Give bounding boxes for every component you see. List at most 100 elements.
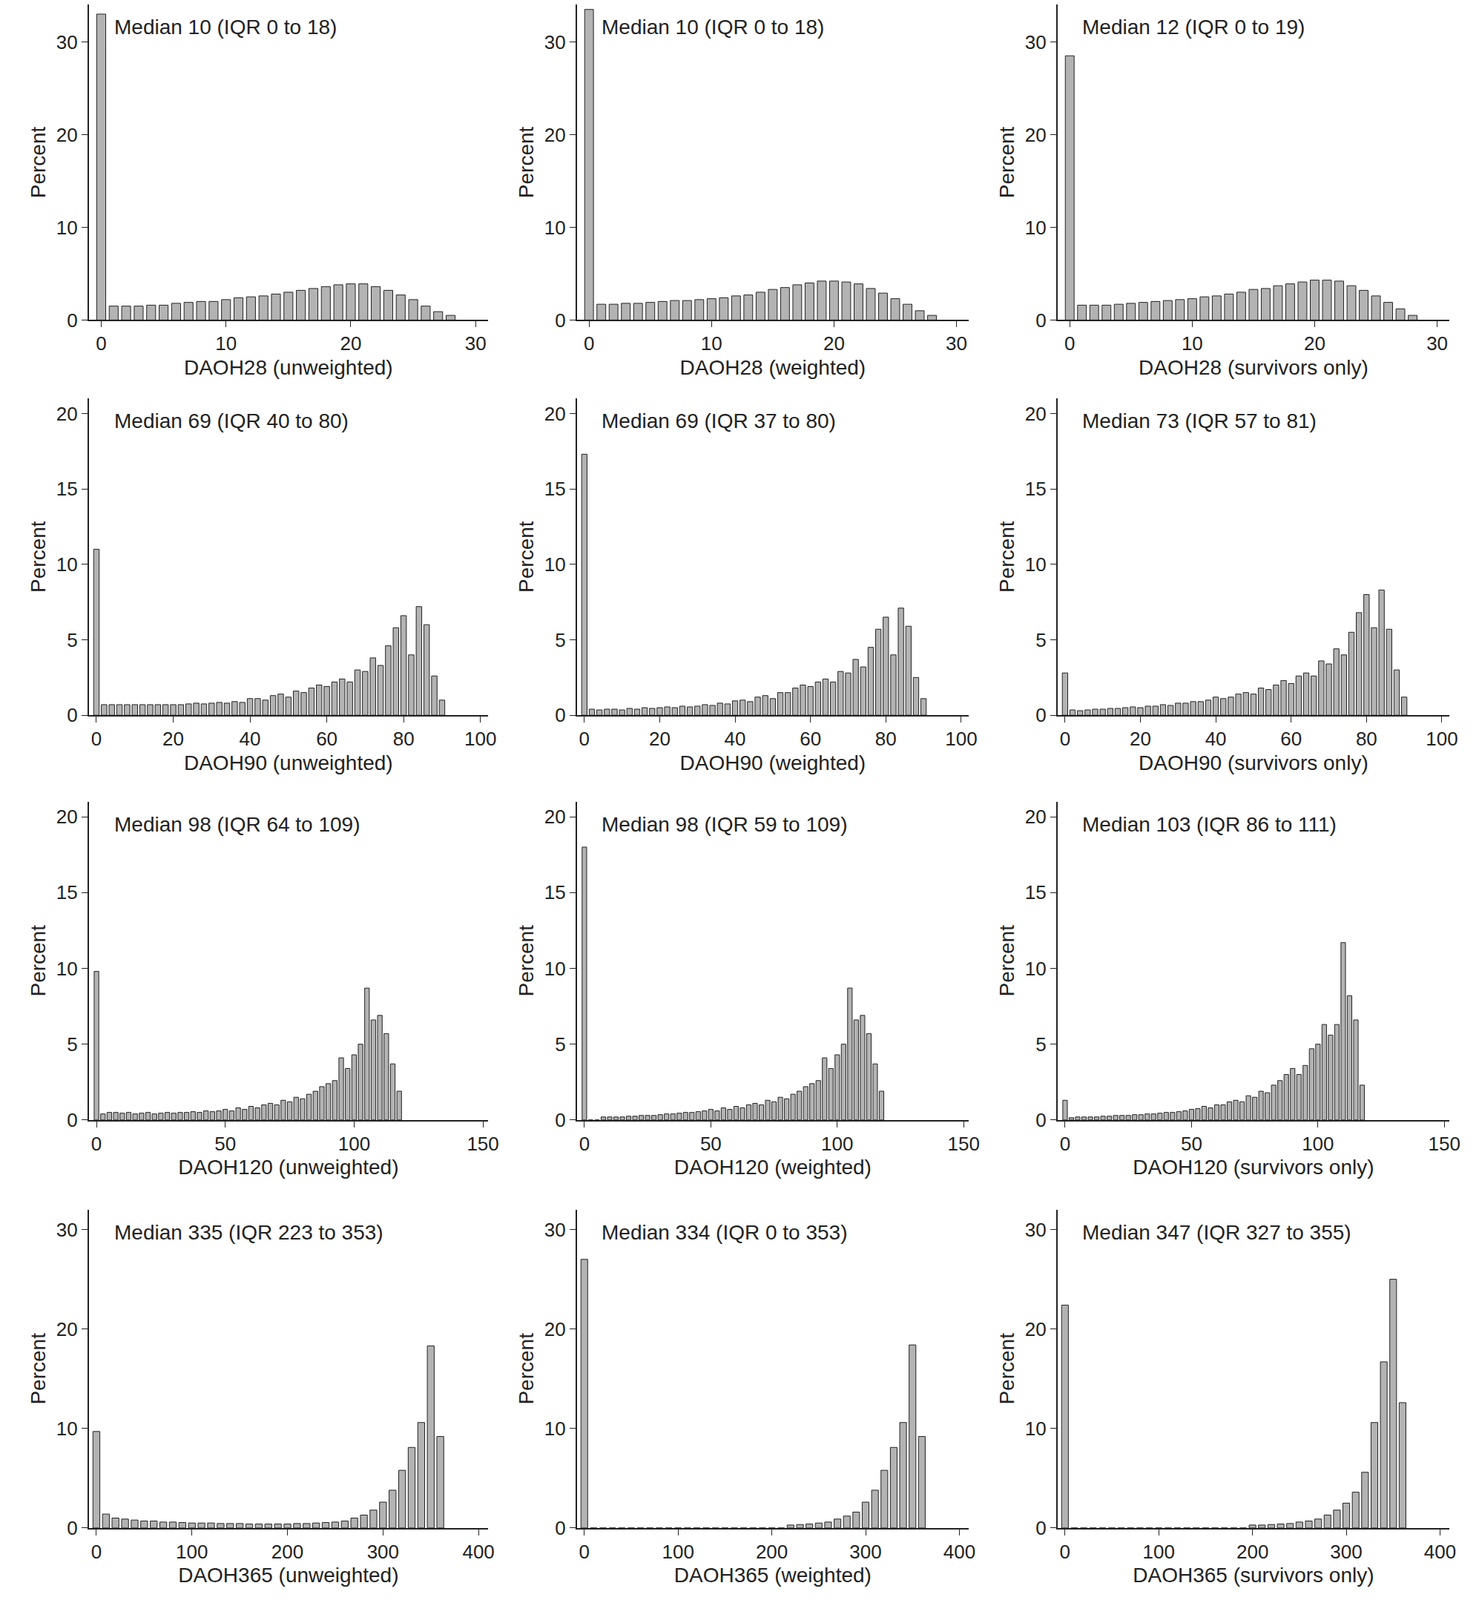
svg-text:50: 50 bbox=[1180, 1132, 1203, 1155]
svg-text:60: 60 bbox=[1280, 727, 1302, 750]
svg-text:30: 30 bbox=[1025, 31, 1047, 54]
svg-text:10: 10 bbox=[544, 957, 566, 980]
svg-text:400: 400 bbox=[943, 1540, 976, 1563]
svg-text:150: 150 bbox=[1428, 1132, 1461, 1155]
svg-text:30: 30 bbox=[945, 332, 968, 355]
svg-text:15: 15 bbox=[56, 881, 78, 904]
svg-text:40: 40 bbox=[239, 727, 262, 750]
svg-text:DAOH90 (survivors only): DAOH90 (survivors only) bbox=[1138, 751, 1369, 775]
svg-text:0: 0 bbox=[1059, 727, 1071, 750]
svg-text:20: 20 bbox=[1025, 402, 1047, 426]
svg-text:15: 15 bbox=[1025, 477, 1047, 500]
svg-text:10: 10 bbox=[215, 332, 237, 355]
svg-text:Median 10 (IQR 0 to 18): Median 10 (IQR 0 to 18) bbox=[601, 15, 825, 39]
svg-text:20: 20 bbox=[339, 332, 362, 355]
svg-text:20: 20 bbox=[56, 123, 78, 147]
svg-text:20: 20 bbox=[1025, 805, 1047, 828]
svg-text:100: 100 bbox=[1301, 1132, 1334, 1155]
svg-text:Percent: Percent bbox=[26, 520, 50, 593]
svg-text:5: 5 bbox=[1035, 628, 1046, 652]
svg-text:20: 20 bbox=[1129, 727, 1152, 750]
svg-text:0: 0 bbox=[66, 309, 78, 332]
svg-text:Median 12 (IQR 0 to 19): Median 12 (IQR 0 to 19) bbox=[1082, 15, 1305, 39]
svg-text:20: 20 bbox=[544, 1318, 566, 1341]
svg-text:150: 150 bbox=[947, 1132, 980, 1155]
svg-text:Percent: Percent bbox=[995, 126, 1019, 199]
svg-text:0: 0 bbox=[91, 1132, 102, 1155]
svg-text:10: 10 bbox=[56, 1417, 78, 1440]
svg-text:0: 0 bbox=[1035, 1108, 1046, 1132]
svg-text:20: 20 bbox=[649, 727, 671, 750]
svg-text:100: 100 bbox=[175, 1540, 208, 1563]
svg-text:0: 0 bbox=[579, 1132, 590, 1155]
svg-text:100: 100 bbox=[1142, 1540, 1175, 1563]
svg-text:0: 0 bbox=[66, 703, 78, 727]
svg-text:400: 400 bbox=[1424, 1540, 1457, 1563]
svg-text:5: 5 bbox=[554, 628, 566, 652]
svg-text:Percent: Percent bbox=[26, 1332, 50, 1405]
svg-text:Percent: Percent bbox=[514, 520, 538, 593]
svg-text:0: 0 bbox=[95, 332, 107, 355]
svg-text:20: 20 bbox=[56, 402, 78, 426]
svg-text:Percent: Percent bbox=[26, 126, 50, 199]
svg-text:60: 60 bbox=[799, 727, 822, 750]
svg-text:Median 69 (IQR 40 to 80): Median 69 (IQR 40 to 80) bbox=[114, 409, 349, 433]
svg-text:30: 30 bbox=[465, 332, 487, 355]
svg-text:100: 100 bbox=[944, 727, 977, 750]
svg-text:Percent: Percent bbox=[514, 924, 538, 997]
svg-text:DAOH90 (weighted): DAOH90 (weighted) bbox=[680, 751, 867, 775]
svg-text:10: 10 bbox=[544, 1417, 566, 1440]
svg-text:Median 335 (IQR 223 to 353): Median 335 (IQR 223 to 353) bbox=[114, 1220, 384, 1244]
svg-text:80: 80 bbox=[875, 727, 897, 750]
svg-text:0: 0 bbox=[554, 703, 566, 727]
svg-text:DAOH365 (weighted): DAOH365 (weighted) bbox=[674, 1563, 872, 1587]
svg-text:15: 15 bbox=[544, 881, 566, 904]
svg-text:5: 5 bbox=[554, 1033, 566, 1056]
svg-text:100: 100 bbox=[821, 1132, 853, 1155]
svg-text:0: 0 bbox=[66, 1108, 78, 1132]
svg-text:10: 10 bbox=[700, 332, 723, 355]
svg-text:300: 300 bbox=[367, 1540, 400, 1563]
svg-text:Percent: Percent bbox=[514, 126, 538, 199]
svg-text:30: 30 bbox=[56, 31, 78, 54]
svg-text:5: 5 bbox=[66, 628, 78, 652]
svg-text:30: 30 bbox=[1426, 332, 1448, 355]
svg-text:50: 50 bbox=[214, 1132, 236, 1155]
svg-text:Median 98 (IQR 64 to 109): Median 98 (IQR 64 to 109) bbox=[114, 812, 361, 836]
svg-text:0: 0 bbox=[66, 1516, 78, 1540]
svg-text:DAOH90 (unweighted): DAOH90 (unweighted) bbox=[183, 751, 394, 775]
svg-text:20: 20 bbox=[1025, 123, 1047, 147]
svg-text:DAOH28 (survivors only): DAOH28 (survivors only) bbox=[1138, 356, 1369, 380]
svg-text:30: 30 bbox=[544, 1218, 566, 1241]
svg-text:200: 200 bbox=[271, 1540, 304, 1563]
svg-text:15: 15 bbox=[1025, 881, 1047, 904]
svg-text:200: 200 bbox=[1236, 1540, 1269, 1563]
svg-text:0: 0 bbox=[583, 332, 595, 355]
svg-text:Median 334 (IQR 0 to 353): Median 334 (IQR 0 to 353) bbox=[601, 1220, 848, 1244]
svg-text:20: 20 bbox=[56, 805, 78, 828]
svg-text:Percent: Percent bbox=[995, 924, 1019, 997]
svg-text:0: 0 bbox=[554, 309, 566, 332]
svg-text:15: 15 bbox=[544, 477, 566, 500]
svg-text:10: 10 bbox=[544, 553, 566, 576]
svg-text:0: 0 bbox=[91, 727, 102, 750]
svg-text:20: 20 bbox=[56, 1318, 78, 1341]
svg-text:10: 10 bbox=[1025, 216, 1047, 239]
svg-text:300: 300 bbox=[1329, 1540, 1362, 1563]
svg-text:Percent: Percent bbox=[26, 924, 50, 997]
svg-text:5: 5 bbox=[1035, 1033, 1046, 1056]
svg-text:DAOH28 (unweighted): DAOH28 (unweighted) bbox=[183, 356, 394, 380]
svg-text:200: 200 bbox=[755, 1540, 788, 1563]
svg-text:0: 0 bbox=[554, 1108, 566, 1132]
svg-text:400: 400 bbox=[462, 1540, 494, 1563]
svg-text:60: 60 bbox=[315, 727, 338, 750]
svg-text:DAOH120 (weighted): DAOH120 (weighted) bbox=[674, 1155, 872, 1179]
svg-text:10: 10 bbox=[56, 553, 78, 576]
svg-text:Percent: Percent bbox=[995, 1332, 1019, 1405]
svg-text:0: 0 bbox=[1035, 703, 1046, 727]
svg-text:Median 10 (IQR 0 to 18): Median 10 (IQR 0 to 18) bbox=[114, 15, 337, 39]
svg-text:DAOH120 (unweighted): DAOH120 (unweighted) bbox=[178, 1155, 399, 1179]
svg-text:Percent: Percent bbox=[514, 1332, 538, 1405]
svg-text:DAOH365 (survivors only): DAOH365 (survivors only) bbox=[1132, 1563, 1374, 1587]
svg-text:40: 40 bbox=[1205, 727, 1227, 750]
